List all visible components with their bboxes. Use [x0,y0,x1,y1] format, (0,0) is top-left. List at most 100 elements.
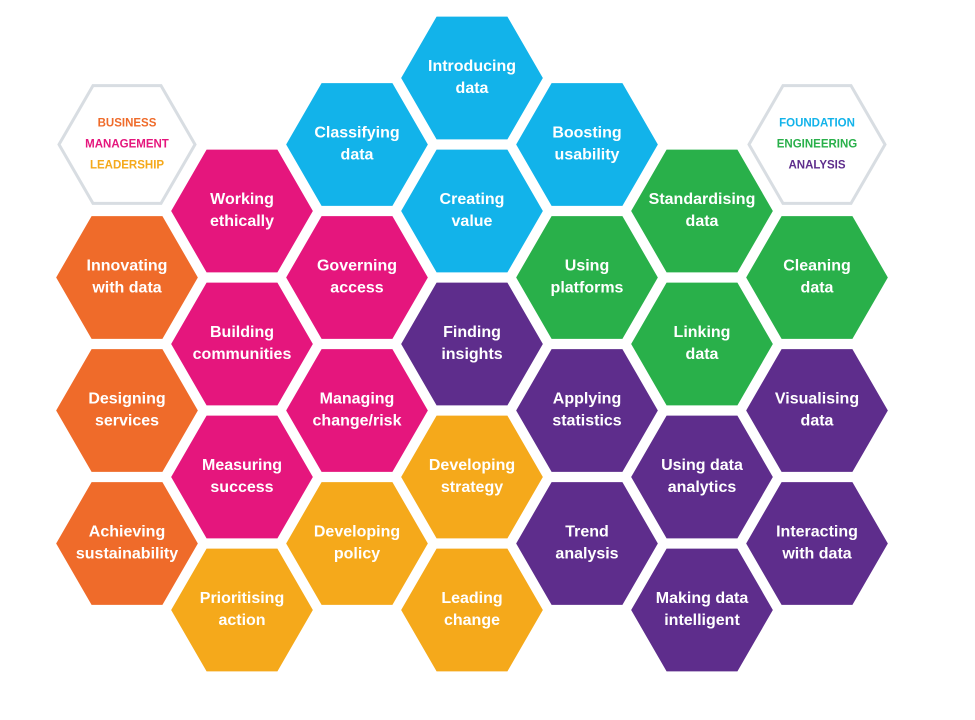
hex-introducing-data-label-line: data [456,80,489,97]
hex-leading-change-shape [398,546,546,674]
hex-leading-change-label-line: change [444,612,500,629]
hex-managing-change-risk-label-line: Managing [320,391,395,408]
hex-innovating-with-data: Innovating with data [53,214,201,341]
hex-innovating-with-data-shape [53,214,201,341]
hex-using-platforms-label-line: platforms [551,280,624,297]
hex-classifying-data-label-line: Classifying [314,125,399,142]
hex-governing-access-label-line: Governing [317,258,397,275]
hex-finding-insights: Finding insights [398,280,546,408]
hex-governing-access-shape [283,214,431,341]
hex-managing-change-risk: Managing change/risk [283,347,431,474]
hex-applying-statistics-label-line: statistics [552,413,621,430]
hex-building-communities: Building communities [168,280,316,408]
hex-interacting-with-data-label-line: with data [781,546,851,563]
hex-governing-access-label-line: access [330,280,383,297]
hex-finding-insights-shape [398,280,546,408]
hex-cleaning-data-label-line: data [801,280,834,297]
legend-left: BUSINESS MANAGEMENT LEADERSHIP [57,84,197,205]
hex-measuring-success: Measuring success [168,413,316,541]
hex-visualising-data-label-line: Visualising [775,391,859,408]
legend-label-analysis: ANALYSIS [788,160,845,172]
hex-linking-data: Linking data [628,280,776,408]
hex-creating-value-label-line: Creating [440,191,505,208]
hex-visualising-data-label-line: data [801,413,834,430]
hex-prioritising-action-shape [168,546,316,674]
hex-working-ethically-label-line: Working [210,191,274,208]
hex-visualising-data-shape [743,347,891,474]
hex-using-platforms-shape [513,214,661,341]
hex-measuring-success-label-line: Measuring [202,457,282,474]
hex-prioritising-action: Prioritising action [168,546,316,674]
hex-cleaning-data-label-line: Cleaning [783,258,851,275]
hex-working-ethically-shape [168,147,316,275]
hex-trend-analysis-label-line: Trend [565,524,609,541]
hex-creating-value-shape [398,147,546,275]
legend-label-leadership: LEADERSHIP [90,160,164,172]
hex-innovating-with-data-label-line: with data [91,280,161,297]
hex-linking-data-label-line: Linking [674,324,731,341]
hex-working-ethically: Working ethically [168,147,316,275]
hex-standardising-data-shape [628,147,776,275]
hex-managing-change-risk-label-line: change/risk [313,413,402,430]
hex-making-data-intelligent-shape [628,546,776,674]
hex-boosting-usability-label-line: Boosting [552,125,621,142]
hex-measuring-success-label-line: success [210,479,273,496]
hex-boosting-usability-label-line: usability [555,147,620,164]
hex-governing-access: Governing access [283,214,431,341]
hex-creating-value-label-line: value [452,213,493,230]
hex-building-communities-label-line: Building [210,324,274,341]
legend-right: FOUNDATION ENGINEERING ANALYSIS [747,84,887,205]
hex-making-data-intelligent-label-line: Making data [656,590,749,607]
legend-label-engineering: ENGINEERING [777,139,858,151]
hex-developing-policy-label-line: policy [334,546,380,563]
hex-using-data-analytics-label-line: Using data [661,457,743,474]
hex-developing-policy-label-line: Developing [314,524,400,541]
hex-building-communities-label-line: communities [193,346,292,363]
hex-prioritising-action-label-line: action [218,612,265,629]
hex-achieving-sustainability-label-line: sustainability [76,546,178,563]
hex-prioritising-action-label-line: Prioritising [200,590,284,607]
hex-creating-value: Creating value [398,147,546,275]
legend-left-hex [57,84,197,205]
hex-achieving-sustainability: Achieving sustainability [53,480,201,607]
hex-using-platforms-label-line: Using [565,258,609,275]
legend-label-management: MANAGEMENT [85,139,169,151]
legend-right-hex [747,84,887,205]
hex-finding-insights-label-line: Finding [443,324,501,341]
hex-linking-data-shape [628,280,776,408]
hex-boosting-usability-shape [513,81,661,208]
hex-introducing-data: Introducing data [398,14,546,142]
hex-designing-services-label-line: services [95,413,159,430]
hex-managing-change-risk-shape [283,347,431,474]
hex-boosting-usability: Boosting usability [513,81,661,208]
hex-introducing-data-shape [398,14,546,142]
hex-cleaning-data: Cleaning data [743,214,891,341]
hex-applying-statistics-label-line: Applying [553,391,621,408]
hex-finding-insights-label-line: insights [441,346,502,363]
hex-standardising-data-label-line: data [686,213,719,230]
hex-classifying-data-shape [283,81,431,208]
hex-measuring-success-shape [168,413,316,541]
hex-interacting-with-data: Interacting with data [743,480,891,607]
hex-developing-policy-shape [283,480,431,607]
hex-designing-services-shape [53,347,201,474]
hex-using-data-analytics-label-line: analytics [668,479,737,496]
hex-leading-change: Leading change [398,546,546,674]
hex-designing-services-label-line: Designing [88,391,165,408]
hex-using-data-analytics: Using data analytics [628,413,776,541]
hex-achieving-sustainability-label-line: Achieving [89,524,165,541]
hex-using-platforms: Using platforms [513,214,661,341]
hex-standardising-data-label-line: Standardising [649,191,756,208]
hex-introducing-data-label-line: Introducing [428,58,516,75]
hex-interacting-with-data-label-line: Interacting [776,524,858,541]
legend-label-foundation: FOUNDATION [779,118,855,130]
hex-trend-analysis-shape [513,480,661,607]
hex-visualising-data: Visualising data [743,347,891,474]
hex-standardising-data: Standardising data [628,147,776,275]
hex-developing-policy: Developing policy [283,480,431,607]
hex-classifying-data: Classifying data [283,81,431,208]
legend-label-business: BUSINESS [98,118,157,130]
hex-developing-strategy-shape [398,413,546,541]
hex-applying-statistics-shape [513,347,661,474]
hex-trend-analysis: Trend analysis [513,480,661,607]
